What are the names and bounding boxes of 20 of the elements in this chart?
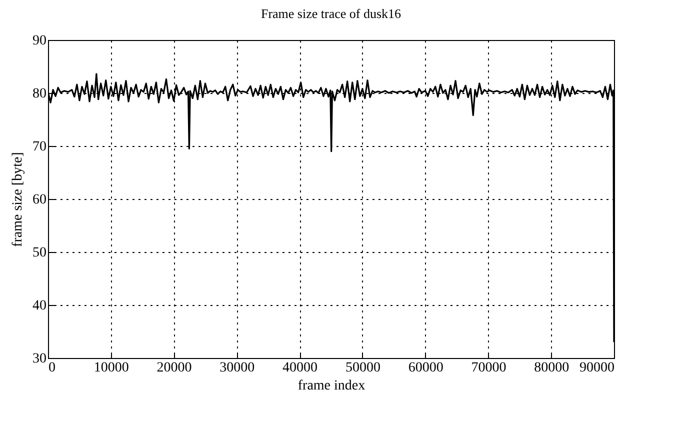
x-tick-label: 90000 [580, 360, 614, 376]
x-tick-label: 70000 [471, 360, 506, 376]
y-tick-label: 70 [32, 140, 46, 154]
y-tick-label: 50 [32, 246, 46, 260]
x-tick-label: 30000 [220, 360, 255, 376]
x-tick-label: 50000 [345, 360, 380, 376]
y-tick-label: 60 [32, 192, 46, 208]
y-tick-label: 90 [32, 34, 46, 48]
x-tick-label: 60000 [408, 360, 444, 376]
y-axis-title: frame size [byte] [10, 152, 26, 247]
x-tick-label: 0 [48, 360, 56, 376]
chart-title: Frame size trace of dusk16 [260, 6, 402, 21]
y-tick-label: 40 [32, 298, 46, 314]
x-axis-title: frame index [298, 378, 366, 394]
x-tick-label: 80000 [534, 360, 570, 376]
y-tick-label: 30 [32, 352, 46, 366]
x-tick-label: 20000 [156, 360, 192, 376]
y-tick-label: 80 [32, 86, 46, 102]
x-tick-label: 40000 [282, 360, 318, 376]
x-tick-label: 10000 [94, 360, 129, 376]
